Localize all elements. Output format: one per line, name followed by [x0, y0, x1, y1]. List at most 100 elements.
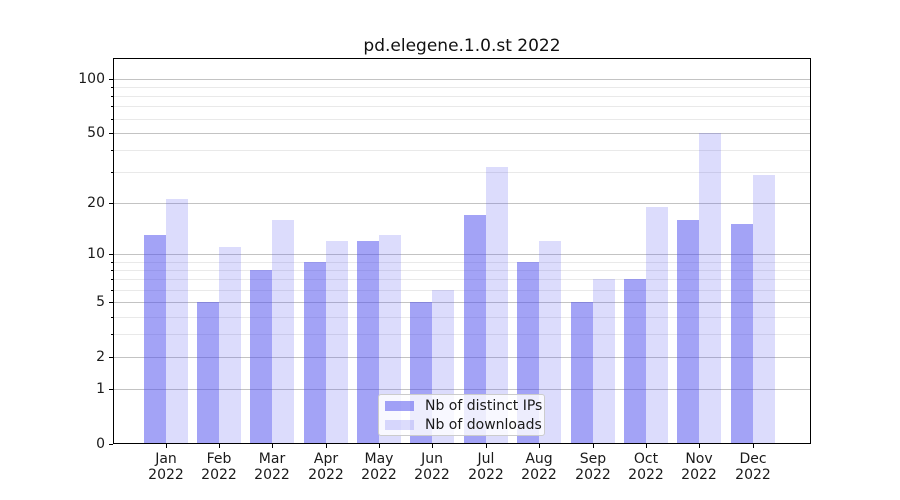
y-tick-mark [109, 79, 113, 80]
x-tick-label: Aug 2022 [507, 451, 571, 483]
x-tick-mark [432, 444, 433, 448]
x-tick-label-year: 2022 [468, 467, 504, 483]
bar-downloads [593, 279, 615, 444]
y-tick-mark [109, 357, 113, 358]
x-tick-mark [593, 444, 594, 448]
x-tick-mark [539, 444, 540, 448]
x-tick-label: Oct 2022 [614, 451, 678, 483]
legend-swatch-distinct-ips-icon [385, 400, 414, 411]
y-gridline-major [113, 203, 811, 204]
x-tick-mark [753, 444, 754, 448]
x-tick-label-year: 2022 [254, 467, 290, 483]
bar-downloads [272, 220, 294, 444]
x-tick-mark [272, 444, 273, 448]
x-tick-label: May 2022 [347, 451, 411, 483]
y-minor-tick-mark [111, 317, 113, 318]
x-tick-label: Nov 2022 [667, 451, 731, 483]
y-gridline-minor [113, 270, 811, 271]
x-tick-label-year: 2022 [201, 467, 237, 483]
bar-downloads [486, 167, 508, 444]
x-tick-label: Feb 2022 [187, 451, 251, 483]
x-tick-label: Jun 2022 [400, 451, 464, 483]
x-tick-mark [646, 444, 647, 448]
x-tick-label-year: 2022 [414, 467, 450, 483]
y-gridline-minor [113, 317, 811, 318]
x-tick-label-month: May [364, 451, 394, 467]
x-tick-label: Jul 2022 [454, 451, 518, 483]
y-gridline-minor [113, 106, 811, 107]
y-minor-tick-mark [111, 106, 113, 107]
y-tick-mark [109, 254, 113, 255]
x-tick-mark [486, 444, 487, 448]
bar-distinct-ips [571, 302, 593, 444]
x-tick-mark [166, 444, 167, 448]
y-gridline-major [113, 357, 811, 358]
legend-swatch-downloads-icon [385, 419, 414, 430]
x-tick-label-month: Dec [739, 451, 767, 467]
x-tick-label-year: 2022 [361, 467, 397, 483]
bar-distinct-ips [144, 235, 166, 444]
y-gridline-minor [113, 290, 811, 291]
bar-distinct-ips [731, 224, 753, 444]
y-gridline-major [113, 133, 811, 134]
bar-downloads [379, 235, 401, 444]
x-tick-label-month: Sep [579, 451, 607, 467]
legend-label-distinct-ips: Nb of distinct IPs [425, 397, 543, 414]
x-tick-label-year: 2022 [575, 467, 611, 483]
x-tick-mark [699, 444, 700, 448]
bar-distinct-ips [624, 279, 646, 444]
y-gridline-major [113, 389, 811, 390]
y-gridline-minor [113, 262, 811, 263]
x-tick-label: Apr 2022 [294, 451, 358, 483]
y-tick-label: 0 [96, 436, 105, 452]
x-tick-label-year: 2022 [681, 467, 717, 483]
y-tick-label: 2 [96, 349, 105, 365]
x-tick-mark [326, 444, 327, 448]
bar-distinct-ips [197, 302, 219, 444]
y-gridline-major [113, 302, 811, 303]
y-tick-label: 100 [78, 71, 105, 87]
bar-downloads [326, 241, 348, 444]
x-tick-label-month: Jan [155, 451, 177, 467]
x-tick-label: Sep 2022 [561, 451, 625, 483]
x-tick-label-month: Aug [525, 451, 553, 467]
y-tick-label: 10 [87, 246, 105, 262]
bar-downloads [753, 175, 775, 444]
y-minor-tick-mark [111, 279, 113, 280]
bar-downloads [219, 247, 241, 444]
x-tick-label-month: Jun [421, 451, 443, 467]
x-tick-label-month: Oct [633, 451, 659, 467]
x-tick-label-month: Mar [258, 451, 286, 467]
y-minor-tick-mark [111, 172, 113, 173]
legend-item-downloads: Nb of downloads [385, 417, 542, 433]
x-tick-label: Jan 2022 [134, 451, 198, 483]
y-tick-mark [109, 444, 113, 445]
y-minor-tick-mark [111, 119, 113, 120]
x-tick-label-year: 2022 [735, 467, 771, 483]
y-tick-mark [109, 389, 113, 390]
y-tick-label: 5 [96, 294, 105, 310]
bar-downloads [699, 133, 721, 444]
y-tick-mark [109, 203, 113, 204]
y-minor-tick-mark [111, 87, 113, 88]
x-tick-mark [379, 444, 380, 448]
y-minor-tick-mark [111, 334, 113, 335]
y-minor-tick-mark [111, 270, 113, 271]
legend-item-distinct-ips: Nb of distinct IPs [385, 398, 542, 414]
y-minor-tick-mark [111, 150, 113, 151]
x-tick-label-month: Jul [477, 451, 495, 467]
bar-distinct-ips [304, 262, 326, 444]
x-tick-label-month: Apr [313, 451, 339, 467]
legend: Nb of distinct IPs Nb of downloads [378, 394, 545, 436]
bar-downloads [539, 241, 561, 444]
y-gridline-minor [113, 119, 811, 120]
y-gridline-minor [113, 96, 811, 97]
y-tick-label: 1 [96, 381, 105, 397]
x-tick-label-month: Nov [685, 451, 713, 467]
bar-distinct-ips [677, 220, 699, 444]
x-tick-label: Dec 2022 [721, 451, 785, 483]
y-tick-label: 50 [87, 125, 105, 141]
y-gridline-minor [113, 279, 811, 280]
y-gridline-minor [113, 172, 811, 173]
